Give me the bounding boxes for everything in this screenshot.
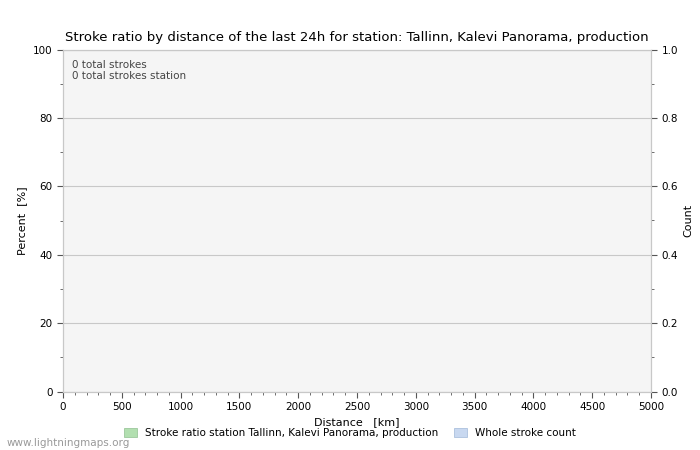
X-axis label: Distance   [km]: Distance [km] <box>314 418 400 428</box>
Y-axis label: Percent  [%]: Percent [%] <box>18 186 27 255</box>
Text: 0 total strokes
0 total strokes station: 0 total strokes 0 total strokes station <box>72 60 186 81</box>
Text: www.lightningmaps.org: www.lightningmaps.org <box>7 438 130 448</box>
Title: Stroke ratio by distance of the last 24h for station: Tallinn, Kalevi Panorama, : Stroke ratio by distance of the last 24h… <box>65 31 649 44</box>
Legend: Stroke ratio station Tallinn, Kalevi Panorama, production, Whole stroke count: Stroke ratio station Tallinn, Kalevi Pan… <box>120 424 580 442</box>
Y-axis label: Count: Count <box>683 204 694 237</box>
